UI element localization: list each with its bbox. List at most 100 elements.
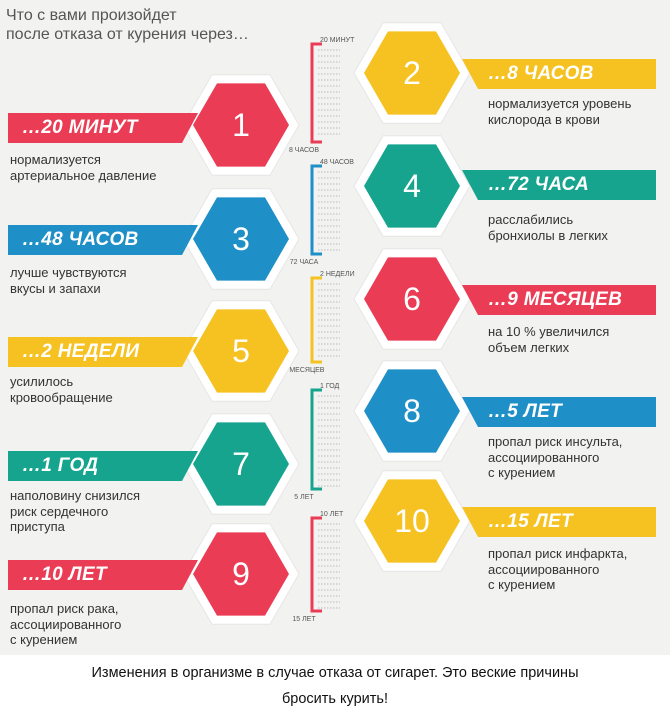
scale-bracket [310, 276, 322, 364]
description-line: ассоциированного [10, 616, 122, 632]
description-line: пропал риск инфаркта, [488, 546, 628, 561]
step-description: пропал риск инсульта, ассоциированного с к… [488, 434, 622, 481]
step-number: 9 [232, 556, 250, 592]
hexagon-inner [364, 257, 460, 341]
description-line: усилилось [10, 374, 74, 389]
description-line: кровообращение [10, 389, 113, 405]
step-description: наполовину снизился риск сердечного присту… [10, 488, 140, 535]
description-line: на 10 % увеличился [488, 324, 610, 339]
step-hexagon: 8 [353, 360, 471, 462]
scale-start-label: 10 ЛЕТ [320, 511, 344, 518]
scale-bracket [310, 388, 322, 491]
description-line: лучше чувствуются [10, 265, 127, 280]
scale-start-label: 2 НЕДЕЛИ [320, 271, 355, 278]
time-banner: …20 МИНУТ [8, 113, 198, 143]
step-hexagon: 7 [182, 413, 300, 515]
step-hexagon: 4 [353, 135, 471, 237]
title-line-1: Что с вами произойдет [6, 7, 177, 24]
step-description: нормализуется уровень кислорода в крови [488, 96, 631, 127]
step-number: 4 [403, 168, 421, 204]
time-banner: …8 ЧАСОВ [462, 59, 656, 89]
step-description: пропал риск рака, ассоциированного с курен… [10, 601, 121, 648]
hexagon-inner [364, 31, 460, 115]
step-hexagon: 10 [353, 470, 471, 572]
description-line: нормализуется уровень [488, 96, 632, 111]
step-hexagon: 1 [182, 74, 300, 176]
description-line: приступа [10, 519, 65, 534]
description-line: с курением [488, 465, 556, 480]
time-banner: …48 ЧАСОВ [8, 225, 198, 255]
description-line: ассоциированного [488, 561, 600, 577]
description-line: артериальное давление [10, 167, 157, 183]
hexagon-inner [364, 144, 460, 228]
hexagon-inner [193, 83, 289, 167]
description-line: пропал риск инсульта, [488, 434, 623, 449]
time-banner: …5 ЛЕТ [462, 397, 656, 427]
description-line: нормализуется [10, 152, 101, 167]
caption-line-2: бросить курить! [282, 691, 388, 707]
time-banner: …1 ГОД [8, 451, 198, 481]
step-number: 10 [394, 503, 430, 539]
scale-segment: 2 НЕДЕЛИ 9 МЕСЯЦЕВ [284, 271, 355, 374]
description-line: пропал риск рака, [10, 601, 119, 616]
scale-bracket [310, 164, 322, 256]
step-number: 3 [232, 221, 250, 257]
caption: Изменения в организме в случае отказа от… [0, 655, 670, 715]
hexagon-inner [364, 369, 460, 453]
hexagon-inner [193, 532, 289, 616]
scale-segment: 20 МИНУТ 8 ЧАСОВ [289, 37, 355, 154]
step-hexagon: 5 [182, 300, 300, 402]
description-line: бронхиолы в легких [488, 227, 608, 243]
description-line: расслабились [488, 212, 574, 227]
step-hexagon: 6 [353, 248, 471, 350]
step-number: 6 [403, 281, 421, 317]
time-banner: …2 НЕДЕЛИ [8, 337, 198, 367]
scale-segment: 1 ГОД 5 ЛЕТ [294, 383, 340, 501]
description-line: кислорода в крови [488, 111, 600, 127]
description-line: наполовину снизился [10, 488, 141, 503]
description-line: объем легких [488, 339, 570, 355]
description-line: вкусы и запахи [10, 280, 101, 296]
scale-end-label: 9 МЕСЯЦЕВ [284, 367, 325, 374]
hexagon-inner [193, 309, 289, 393]
step-number: 1 [232, 107, 250, 143]
scale-end-label: 8 ЧАСОВ [289, 147, 319, 154]
scale-end-label: 15 ЛЕТ [292, 616, 316, 623]
infographic: Что с вами произойдет после отказа от ку… [6, 6, 656, 648]
description-line: с курением [488, 577, 556, 592]
hexagon-inner [193, 422, 289, 506]
step-number: 8 [403, 393, 421, 429]
step-number: 7 [232, 446, 250, 482]
step-description: пропал риск инфаркта, ассоциированного с к… [488, 546, 627, 593]
infographic-title: Что с вами произойдет после отказа от ку… [6, 6, 249, 44]
time-banner: …15 ЛЕТ [462, 507, 656, 537]
scale-segment: 48 ЧАСОВ 72 ЧАСА [290, 159, 355, 266]
hexagon-inner [364, 479, 460, 563]
step-description: расслабились бронхиолы в легких [488, 212, 608, 243]
step-description: нормализуется артериальное давление [10, 152, 156, 183]
time-banner: …72 ЧАСА [462, 170, 656, 200]
scale-end-label: 72 ЧАСА [290, 259, 319, 266]
scale-bracket [310, 516, 322, 613]
scale-segment: 10 ЛЕТ 15 ЛЕТ [292, 511, 344, 623]
description-line: риск сердечного [10, 503, 109, 519]
scale-end-label: 5 ЛЕТ [294, 494, 314, 501]
step-number: 5 [232, 333, 250, 369]
title-line-2: после отказа от курения через… [6, 26, 249, 43]
caption-line-1: Изменения в организме в случае отказа от… [91, 665, 579, 681]
scale-start-label: 1 ГОД [320, 383, 340, 390]
step-hexagon: 2 [353, 22, 471, 124]
step-description: лучше чувствуются вкусы и запахи [10, 265, 127, 296]
hexagon-inner [193, 197, 289, 281]
time-banner: …9 МЕСЯЦЕВ [462, 285, 656, 315]
scale-bracket [310, 42, 322, 144]
step-description: на 10 % увеличился объем легких [488, 324, 609, 355]
step-number: 2 [403, 55, 421, 91]
scale-start-label: 20 МИНУТ [320, 37, 355, 44]
scale-start-label: 48 ЧАСОВ [320, 159, 354, 166]
time-banner: …10 ЛЕТ [8, 560, 198, 590]
step-hexagon: 9 [182, 523, 300, 625]
description-line: ассоциированного [488, 449, 600, 465]
description-line: с курением [10, 632, 78, 647]
